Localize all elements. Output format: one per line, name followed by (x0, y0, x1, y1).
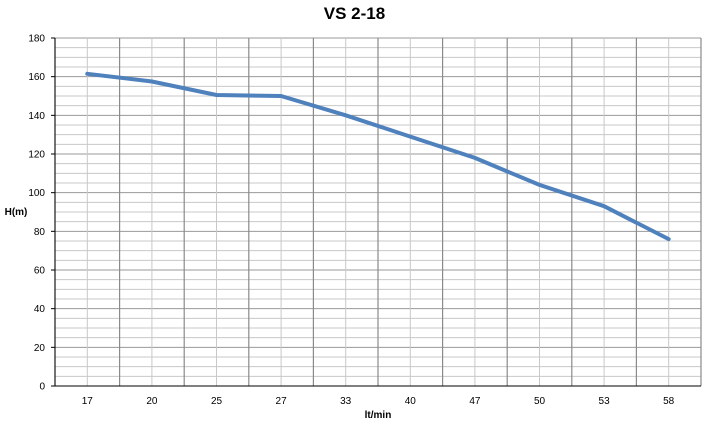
y-tick-label: 60 (34, 266, 46, 277)
x-tick-label: 50 (534, 396, 546, 407)
x-tick-label: 53 (599, 396, 611, 407)
x-axis-label: lt/min (365, 410, 392, 421)
y-axis-label: H(m) (5, 207, 28, 218)
x-tick-label: 25 (211, 396, 223, 407)
x-tick-label: 27 (276, 396, 288, 407)
chart-title: VS 2-18 (323, 4, 386, 23)
y-tick-label: 40 (34, 304, 46, 315)
x-tick-label: 33 (340, 396, 352, 407)
x-tick-label: 58 (663, 396, 675, 407)
series-line (85, 71, 671, 242)
y-tick-label: 160 (28, 72, 45, 83)
y-tick-label: 0 (39, 382, 45, 393)
y-tick-label: 140 (28, 111, 45, 122)
y-tick-label: 100 (28, 188, 45, 199)
x-tick-label: 20 (146, 396, 158, 407)
y-tick-label: 80 (34, 227, 46, 238)
x-tick-label: 40 (405, 396, 417, 407)
x-tick-label: 17 (82, 396, 94, 407)
y-tick-label: 20 (34, 343, 46, 354)
y-tick-label: 120 (28, 150, 45, 161)
x-tick-label: 47 (469, 396, 481, 407)
y-tick-label: 180 (28, 34, 45, 45)
